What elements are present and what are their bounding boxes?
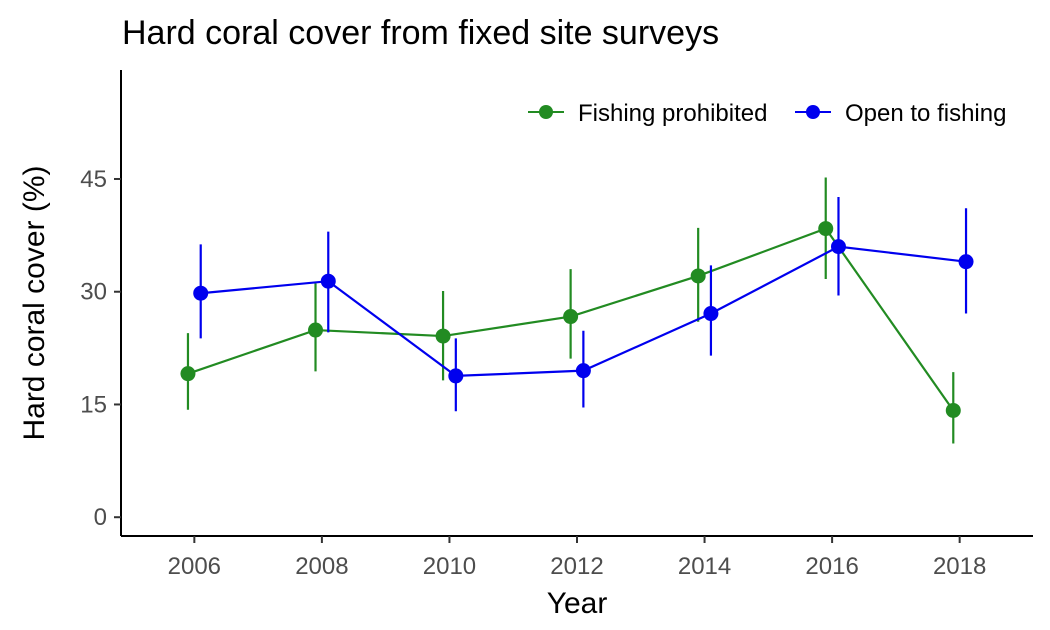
x-tick-label: 2006 <box>168 553 221 580</box>
y-tick-label: 15 <box>80 391 107 418</box>
series-open-to-fishing <box>193 197 974 412</box>
plot-area <box>180 177 974 444</box>
y-tick-label: 30 <box>80 279 107 306</box>
data-point-open-to-fishing <box>448 368 464 384</box>
y-tick-label: 0 <box>94 504 107 531</box>
data-point-fishing-prohibited <box>435 328 451 344</box>
data-point-open-to-fishing <box>830 239 846 255</box>
data-point-open-to-fishing <box>320 273 336 289</box>
data-point-fishing-prohibited <box>308 322 324 338</box>
y-axis-title: Hard coral cover (%) <box>18 165 51 440</box>
data-point-open-to-fishing <box>958 254 974 270</box>
legend-label-fishing-prohibited: Fishing prohibited <box>578 100 767 127</box>
data-point-fishing-prohibited <box>563 309 579 325</box>
legend-key-point-open-to-fishing <box>806 105 820 119</box>
x-tick-label: 2012 <box>550 553 603 580</box>
x-tick-label: 2018 <box>933 553 986 580</box>
x-tick-label: 2014 <box>678 553 731 580</box>
chart-title: Hard coral cover from fixed site surveys <box>122 14 719 52</box>
legend: Fishing prohibited Open to fishing <box>528 100 1006 127</box>
y-tick-label: 45 <box>80 166 107 193</box>
data-point-open-to-fishing <box>575 363 591 379</box>
data-point-fishing-prohibited <box>818 221 834 237</box>
legend-key-point-fishing-prohibited <box>539 105 553 119</box>
x-tick-label: 2008 <box>295 553 348 580</box>
data-point-open-to-fishing <box>703 306 719 322</box>
data-point-fishing-prohibited <box>180 366 196 382</box>
x-tick-label: 2016 <box>805 553 858 580</box>
series-fishing-prohibited <box>180 177 961 444</box>
data-point-fishing-prohibited <box>690 268 706 284</box>
legend-label-open-to-fishing: Open to fishing <box>845 100 1006 127</box>
y-axis-ticks: 0 15 30 45 <box>80 166 121 531</box>
x-axis-title: Year <box>547 587 608 620</box>
x-tick-label: 2010 <box>423 553 476 580</box>
data-point-open-to-fishing <box>193 285 209 301</box>
x-axis-ticks: 2006 2008 2010 2012 2014 2016 2018 <box>168 536 986 580</box>
data-point-fishing-prohibited <box>945 402 961 418</box>
